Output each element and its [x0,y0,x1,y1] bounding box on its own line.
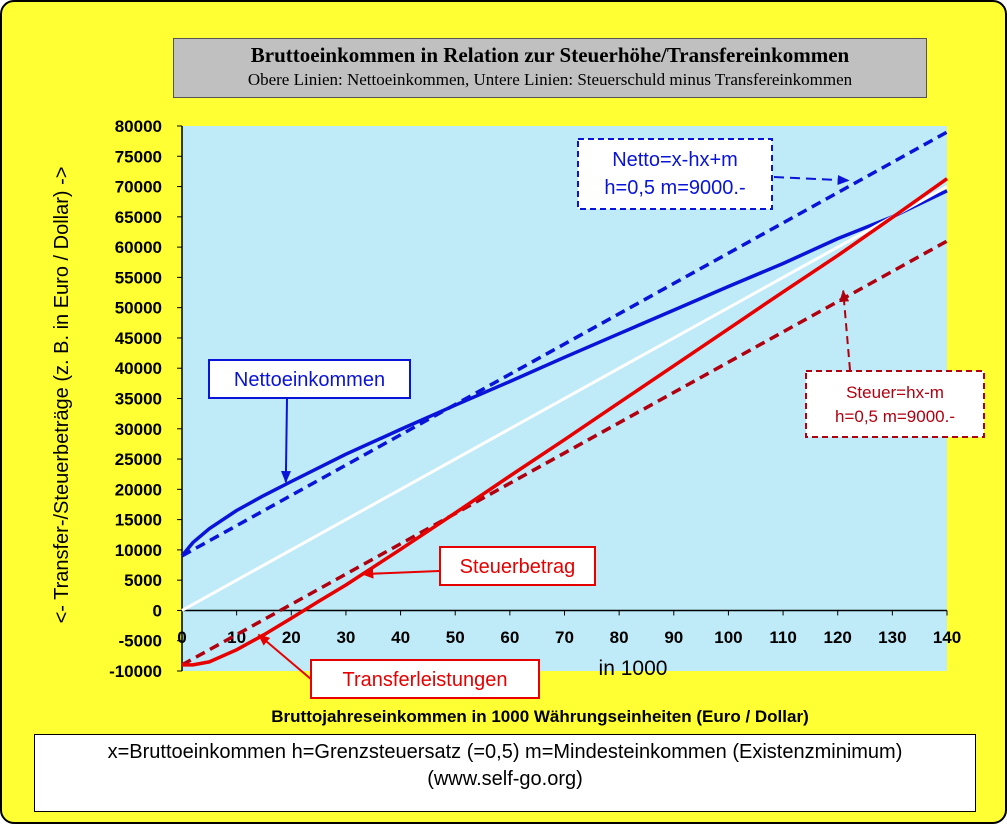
y-tick-label: 70000 [115,178,162,197]
annotation-box-nettoeinkommen [208,359,411,399]
annotation-box-steuer_formula [805,370,985,438]
y-tick-label: 75000 [115,147,162,166]
annotation-text-netto_formula: h=0,5 m=9000.- [604,177,745,199]
x-tick-label: 40 [391,628,410,647]
y-tick-label: 50000 [115,299,162,318]
series-line-netto_dashed [181,130,948,558]
legend-box: x=Bruttoeinkommen h=Grenzsteuersatz (=0,… [34,734,976,812]
x-tick-label: 110 [769,628,796,647]
y-tick-label: 20000 [115,480,162,499]
x-tick-label: 120 [824,628,852,647]
x-tick-label: 30 [336,628,355,647]
series-line-netto [180,189,948,558]
annotation-box-transferleistungen [310,659,540,699]
y-tick-label: 40000 [115,359,162,378]
x-tick-label: 70 [555,628,574,647]
annotation-box-steuerbetrag [439,546,596,586]
y-tick-label: 65000 [115,208,162,227]
x-tick-label: 20 [282,628,301,647]
y-tick-label: 55000 [115,268,162,287]
x-tick-label: 60 [500,628,519,647]
annotation-text-nettoeinkommen: Nettoeinkommen [234,369,385,391]
x-axis-title: Bruttojahreseinkommen in 1000 Währungsei… [271,707,808,726]
annotation-text-netto_formula: Netto=x-hx+m [612,149,738,171]
annotation-box-netto_formula [577,138,773,210]
annotation-arrow-steuer_formula [839,289,851,371]
annotation-text-steuerbetrag: Steuerbetrag [460,556,576,578]
y-tick-label: 30000 [115,420,162,439]
series-line-steuer_dashed [181,239,948,667]
y-tick-label: 35000 [115,390,162,409]
y-tick-label: 60000 [115,238,162,257]
y-tick-label: -10000 [109,662,162,681]
x-unit-label: in 1000 [599,657,668,680]
annotation-text-steuer_formula: h=0,5 m=9000.- [835,407,955,426]
annotation-text-transferleistungen: Transferleistungen [343,669,508,691]
annotation-arrow-steuerbetrag [361,568,440,579]
y-tick-label: 5000 [124,571,162,590]
annotation-arrow-nettoeinkommen [280,398,291,484]
y-tick-label: -5000 [119,632,162,651]
y-tick-label: 10000 [115,541,162,560]
x-tick-label: 90 [664,628,683,647]
y-axis-title: <- Transfer-/Steuerbeträge (z. B. in Eur… [51,167,73,624]
annotation-arrow-transferleistungen [257,633,313,681]
y-tick-label: 0 [153,601,162,620]
x-tick-label: 80 [610,628,629,647]
legend-definitions: x=Bruttoeinkommen h=Grenzsteuersatz (=0,… [107,741,903,763]
x-tick-label: 0 [177,628,186,647]
x-tick-label: 140 [933,628,961,647]
chart-title: Bruttoeinkommen in Relation zur Steuerhö… [250,43,850,67]
line-chart: -10000 -5000 0 5000 10000 15000 20000 25000 3000… [51,117,985,726]
x-tick-label: 130 [878,628,906,647]
annotation-text-steuer_formula: Steuer=hx-m [846,383,944,402]
legend-source: (www.self-go.org) [427,768,583,790]
series-line-diagonal [181,185,948,612]
x-tick-label: 100 [714,628,742,647]
y-tick-label: 45000 [115,329,162,348]
x-tick-label: 50 [446,628,465,647]
series-line-steuerbetrag [182,177,949,667]
title-box: Bruttoeinkommen in Relation zur Steuerhö… [173,38,927,98]
y-tick-label: 15000 [115,511,162,530]
annotation-arrow-netto_formula [773,174,850,185]
y-tick-label: 25000 [115,450,162,469]
chart-subtitle: Obere Linien: Nettoeinkommen, Untere Lin… [247,70,853,89]
y-tick-label: 80000 [115,117,162,136]
